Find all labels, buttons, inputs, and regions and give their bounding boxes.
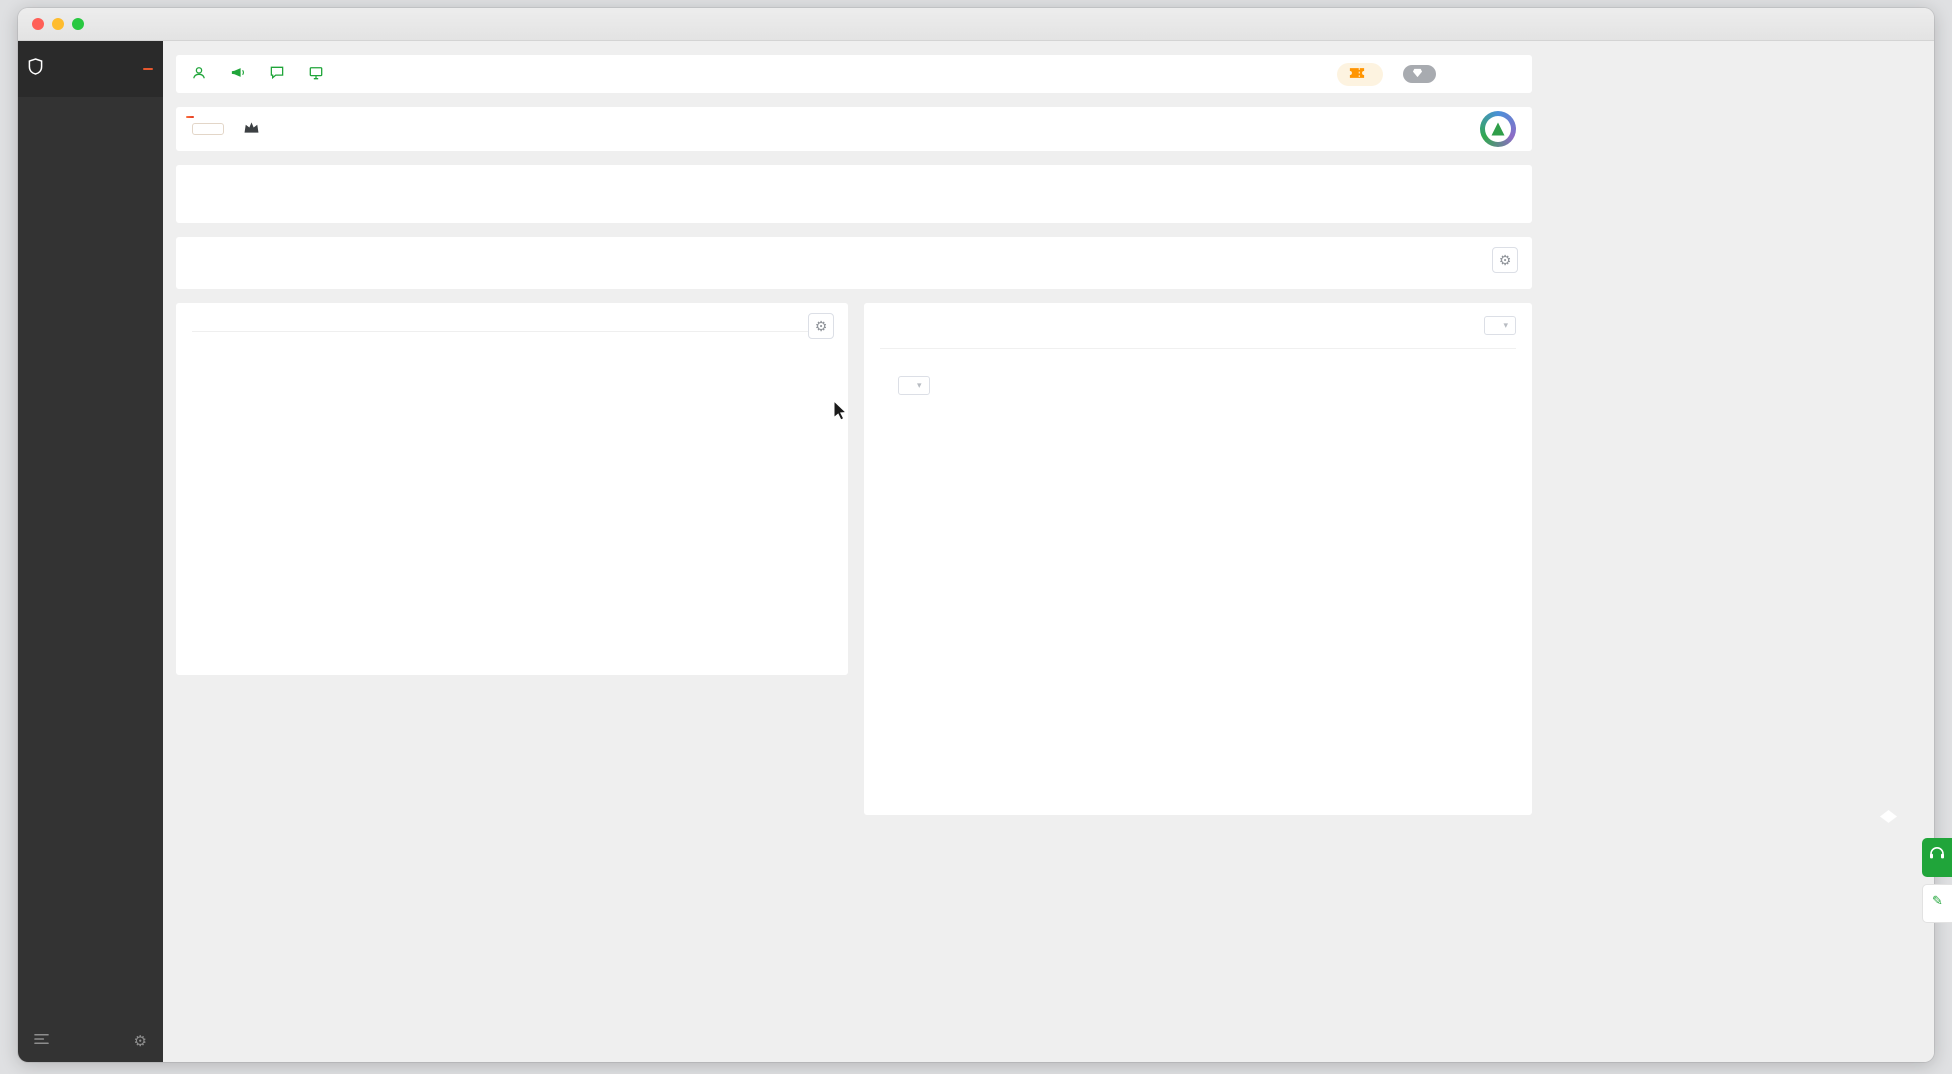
collapse-sidebar-icon[interactable] xyxy=(34,1032,49,1050)
status-card xyxy=(176,165,1532,223)
sidebar-settings-gear-icon[interactable]: ⚙ xyxy=(133,1033,147,1050)
ticket-icon xyxy=(1349,67,1365,82)
main-area: ⚙ ⚙ xyxy=(163,41,1934,1062)
monitor-icon xyxy=(309,66,323,83)
alarm-link[interactable] xyxy=(231,66,250,82)
promo-bar xyxy=(176,107,1532,151)
chevron-down-icon: ▾ xyxy=(917,380,922,390)
crown-icon xyxy=(243,121,260,137)
chat-bubble-icon xyxy=(270,66,284,82)
software-grid xyxy=(192,331,832,332)
maximize-window-button[interactable] xyxy=(72,18,84,30)
window-titlebar xyxy=(18,8,1934,41)
diamond-icon xyxy=(1412,68,1423,81)
pencil-icon: ✎ xyxy=(1932,893,1943,908)
review-button[interactable]: ✎ xyxy=(1922,884,1952,923)
sidebar: ⚙ xyxy=(18,41,163,1062)
close-window-button[interactable] xyxy=(32,18,44,30)
topbar xyxy=(176,55,1532,93)
overview-card: ⚙ xyxy=(176,237,1532,289)
user-account-link[interactable] xyxy=(192,66,211,83)
enterprise-privilege xyxy=(243,121,266,137)
system-info xyxy=(309,66,328,83)
promo-ribbon xyxy=(186,116,194,118)
edition-badge xyxy=(1403,65,1436,83)
traffic-card: ▾ ▾ xyxy=(864,303,1532,815)
unit-row: ▾ xyxy=(890,376,1516,395)
alert-count-badge[interactable] xyxy=(143,68,153,70)
baota-logo xyxy=(1480,111,1516,147)
headset-icon xyxy=(1929,846,1945,864)
app-window: ⚙ xyxy=(18,8,1934,1062)
software-settings-gear-icon[interactable]: ⚙ xyxy=(808,313,834,339)
minimize-window-button[interactable] xyxy=(52,18,64,30)
sidebar-nav xyxy=(18,97,163,102)
shield-icon xyxy=(28,58,43,80)
chevron-down-icon: ▾ xyxy=(1503,320,1508,330)
nic-filter: ▾ xyxy=(1477,316,1516,335)
nic-select[interactable]: ▾ xyxy=(1484,316,1516,335)
baota-logo-core xyxy=(1491,122,1505,136)
server-info-header[interactable] xyxy=(18,41,163,97)
megaphone-icon xyxy=(231,66,245,82)
traffic-tabs: ▾ xyxy=(880,303,1516,349)
unit-select[interactable]: ▾ xyxy=(898,376,930,395)
upgrade-now-button[interactable] xyxy=(186,116,224,135)
user-icon xyxy=(192,66,206,83)
feedback-link[interactable] xyxy=(270,66,289,82)
floating-buttons: ✎ xyxy=(1922,838,1952,923)
overview-settings-gear-icon[interactable]: ⚙ xyxy=(1492,247,1518,273)
window-controls xyxy=(32,18,84,30)
coupon-banner[interactable] xyxy=(1337,62,1383,86)
software-card: ⚙ xyxy=(176,303,848,675)
customer-service-button[interactable] xyxy=(1922,838,1952,877)
sidebar-footer: ⚙ xyxy=(18,1032,163,1050)
